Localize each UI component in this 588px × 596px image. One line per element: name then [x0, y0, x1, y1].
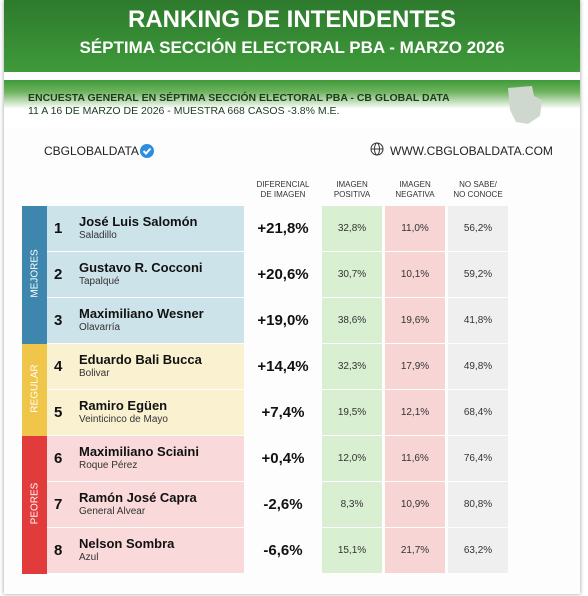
diff-cell: +19,0% [257, 312, 309, 329]
municipality: Saladillo [79, 230, 117, 241]
column-header: DIFERENCIAL DE IMAGEN [248, 180, 318, 200]
candidate-name: José Luis Salomón [79, 214, 198, 229]
candidate-name: Ramiro Egüen [79, 398, 168, 413]
value-cell: 11,0% [385, 206, 445, 251]
survey-line: ENCUESTA GENERAL EN SÉPTIMA SECCIÓN ELEC… [28, 92, 450, 104]
map-icon [508, 86, 542, 124]
diff-cell: +21,8% [257, 220, 309, 237]
municipality: Olavarría [79, 322, 121, 333]
rank: 4 [54, 358, 63, 375]
municipality: Bolivar [79, 368, 110, 379]
value-cell: 30,7% [322, 252, 382, 297]
value-cell: 10,1% [385, 252, 445, 297]
rank: 1 [54, 220, 63, 237]
value-cell: 76,4% [448, 436, 508, 481]
column-header-line: IMAGEN [336, 180, 368, 189]
column-header-line: DE IMAGEN [260, 190, 306, 199]
value-cell: 15,1% [322, 528, 382, 573]
rank: 7 [54, 496, 63, 513]
value-cell: 17,9% [385, 344, 445, 389]
column-header-line: IMAGEN [399, 180, 431, 189]
group-label: PEORES [29, 482, 40, 525]
municipality: Tapalqué [79, 276, 120, 287]
rank: 2 [54, 266, 63, 283]
value-cell: 32,8% [322, 206, 382, 251]
municipality: Azul [79, 552, 99, 563]
candidate-name: Maximiliano Wesner [79, 306, 204, 321]
subtitle: SÉPTIMA SECCIÓN ELECTORAL PBA - MARZO 20… [79, 38, 505, 57]
row-bg [47, 252, 244, 297]
diff-cell: -6,6% [263, 542, 303, 559]
row-bg [47, 436, 244, 481]
value-cell: 38,6% [322, 298, 382, 343]
candidate-name: Ramón José Capra [79, 490, 197, 505]
brand-name: CBGLOBALDATA [44, 144, 139, 158]
value-cell: 11,6% [385, 436, 445, 481]
card: RANKING DE INTENDENTES SÉPTIMA SECCIÓN E… [4, 0, 580, 594]
value-cell: 19,6% [385, 298, 445, 343]
title: RANKING DE INTENDENTES [127, 6, 457, 33]
row-bg [47, 528, 244, 573]
rank: 5 [54, 404, 63, 421]
value-cell: 19,5% [322, 390, 382, 435]
column-header-line: DIFERENCIAL [256, 180, 310, 189]
municipality: Roque Pérez [79, 460, 138, 471]
value-cell: 8,3% [322, 482, 382, 527]
candidate-name: Maximiliano Sciaini [79, 444, 199, 459]
column-header-line: POSITIVA [333, 190, 371, 199]
survey-band: ENCUESTA GENERAL EN SÉPTIMA SECCIÓN ELEC… [4, 80, 580, 128]
row-bg [47, 482, 244, 527]
group-strip [22, 344, 47, 436]
column-header-line: NO SABE/ [459, 180, 497, 189]
verified-icon [140, 144, 154, 158]
value-cell: 12,1% [385, 390, 445, 435]
column-header-line: NEGATIVA [395, 190, 435, 199]
column-header: IMAGEN NEGATIVA [385, 180, 445, 200]
diff-cell: +14,4% [257, 358, 309, 375]
header: RANKING DE INTENDENTES SÉPTIMA SECCIÓN E… [4, 0, 580, 72]
row-bg [47, 390, 244, 435]
group-label: MEJORES [29, 249, 40, 298]
survey-line: 11 A 16 DE MARZO DE 2026 - MUESTRA 668 C… [28, 105, 340, 117]
diff-cell: -2,6% [263, 496, 303, 513]
row-bg [47, 344, 244, 389]
value-cell: 12,0% [322, 436, 382, 481]
municipality: General Alvear [79, 506, 146, 517]
value-cell: 68,4% [448, 390, 508, 435]
group-label: REGULAR [29, 364, 40, 413]
diff-cell: +7,4% [261, 404, 305, 421]
candidate-name: Gustavo R. Cocconi [79, 260, 203, 275]
municipality: Veinticinco de Mayo [79, 414, 168, 425]
row-bg [47, 298, 244, 343]
candidate-name: Nelson Sombra [79, 536, 175, 551]
brand-url: WWW.CBGLOBALDATA.COM [390, 144, 553, 158]
diff-cell: +20,6% [257, 266, 309, 283]
value-cell: 49,8% [448, 344, 508, 389]
row-bg [47, 206, 244, 251]
value-cell: 41,8% [448, 298, 508, 343]
value-cell: 80,8% [448, 482, 508, 527]
diff-cell: +0,4% [261, 450, 305, 467]
rank: 3 [54, 312, 63, 329]
value-cell: 56,2% [448, 206, 508, 251]
candidate-name: Eduardo Bali Bucca [79, 352, 202, 367]
group-strip [22, 206, 47, 344]
column-header: IMAGEN POSITIVA [322, 180, 382, 200]
value-cell: 59,2% [448, 252, 508, 297]
value-cell: 32,3% [322, 344, 382, 389]
column-header: NO SABE/NO CONOCE [448, 180, 508, 200]
rank: 8 [54, 542, 63, 559]
globe-icon [370, 142, 384, 156]
value-cell: 10,9% [385, 482, 445, 527]
value-cell: 21,7% [385, 528, 445, 573]
column-header-line: NO CONOCE [453, 190, 503, 199]
rank: 6 [54, 450, 63, 467]
value-cell: 63,2% [448, 528, 508, 573]
group-strip [22, 436, 47, 574]
